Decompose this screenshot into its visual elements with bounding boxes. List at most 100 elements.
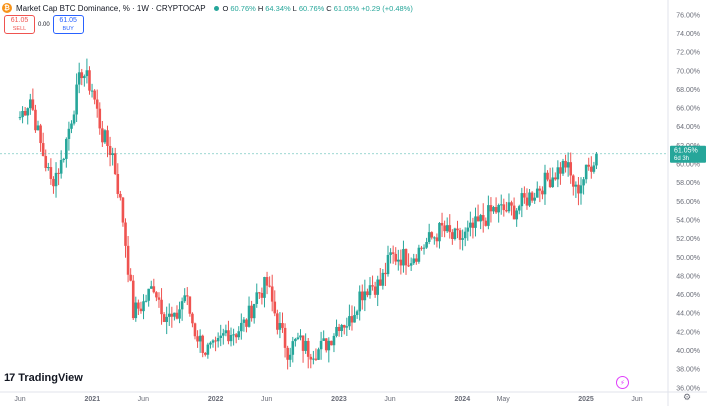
candle-body [59,160,63,174]
candle-body [34,109,37,131]
candle-body [577,184,580,194]
candle-body [214,340,217,342]
ohlc-close-key: C [326,3,332,13]
x-tick-label: Jun [14,396,25,403]
candle-body [155,292,158,298]
candle-body [291,341,295,355]
y-tick-label: 68.00% [676,87,700,94]
candle-body [286,347,289,360]
x-tick-label: Jun [138,396,149,403]
candle-body [260,292,264,298]
sell-button[interactable]: 61.05 SELL [4,15,35,34]
candle-body [579,185,583,194]
candle-body [95,99,99,109]
candle-body [476,216,480,222]
candle-body [85,70,89,77]
y-tick-label: 48.00% [676,273,700,280]
candle-body [245,319,248,327]
candle-body [438,222,441,242]
candle-body [510,202,513,206]
candle-body [54,172,58,187]
candle-body [443,225,446,232]
candle-body [337,326,341,332]
candle-body [242,319,246,323]
x-tick-label: 2023 [331,396,347,403]
candle-body [559,167,562,174]
candle-body [36,125,40,131]
candle-body [131,280,135,319]
candle-body [430,232,434,238]
candle-body [283,327,287,348]
candle-body [276,313,279,330]
candle-body [222,333,225,336]
sell-label: SELL [12,25,27,32]
candle-body [353,314,356,323]
candle-body [312,358,315,360]
candle-body [335,326,338,336]
gear-icon[interactable]: ⚙ [682,391,692,402]
candle-body [255,292,259,304]
x-tick-label: May [497,396,511,403]
y-tick-label: 54.00% [676,217,700,224]
ohlc-low-key: L [292,3,297,13]
candle-body [469,222,472,228]
goto-realtime-icon[interactable]: ⚡ [616,376,629,389]
candle-body [461,238,464,240]
candle-body [553,177,557,180]
spread-value: 0.00 [38,21,50,28]
candle-body [170,313,174,317]
candle-body [384,272,387,275]
x-tick-label: 2021 [85,396,101,403]
candle-body [234,334,238,338]
buy-button[interactable]: 61.05 BUY [52,15,84,34]
candle-body [121,197,125,223]
candle-body [425,241,428,248]
candle-body [296,337,300,339]
candle-body [463,231,467,239]
candle-body [201,335,205,353]
candle-body [31,99,35,110]
ohlc-change: +0.29 (+0.48%) [361,3,413,13]
market-status-dot [213,5,219,11]
candle-body [551,177,555,188]
candle-body [420,247,423,249]
candle-body [93,90,96,100]
candle-body [515,210,518,220]
candle-body [324,338,328,351]
candle-body [49,167,53,179]
candle-body [299,335,302,338]
symbol-title[interactable]: Market Cap BTC Dominance, % · 1W · CRYPT… [16,3,206,13]
candle-body [407,265,410,267]
candle-body [373,286,377,295]
candle-body [183,295,187,302]
candle-body [147,288,150,301]
candle-body [525,197,529,206]
candle-body [209,342,212,345]
candle-body [378,279,382,286]
candle-body [399,259,403,266]
candle-body [80,72,84,79]
y-tick-label: 58.00% [676,180,700,187]
candle-body [198,335,202,342]
candle-body [103,130,107,143]
candle-body [193,323,197,337]
y-tick-label: 52.00% [676,236,700,243]
candle-body [422,247,426,249]
candle-body [216,337,220,342]
y-tick-label: 46.00% [676,292,700,299]
candle-body [569,162,573,176]
candle-body [206,344,210,355]
candle-body [144,300,148,302]
tradingview-logo[interactable]: 17 TradingView [4,372,83,384]
candle-body [167,313,171,317]
candle-body [294,338,297,342]
y-tick-label: 64.00% [676,124,700,131]
x-tick-label: 2024 [455,396,471,403]
candle-body [371,285,374,287]
bitcoin-icon: ₿ [2,3,12,13]
y-tick-label: 76.00% [676,12,700,19]
candle-body [319,340,323,350]
candle-body [250,305,253,319]
candle-body [440,222,444,226]
